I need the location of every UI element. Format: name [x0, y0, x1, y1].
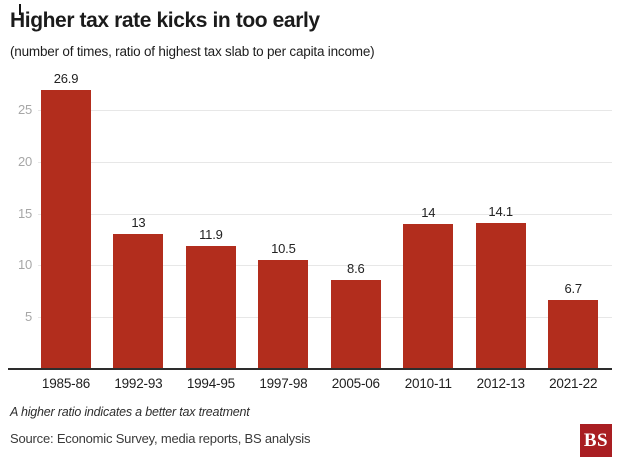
bar-value-label: 6.7 — [564, 280, 582, 296]
bar-value-label: 13 — [131, 215, 146, 231]
x-axis-category-label: 2012-13 — [476, 376, 525, 391]
x-axis-category-label: 1992-93 — [114, 376, 163, 391]
bar — [330, 279, 381, 369]
bar — [41, 90, 91, 369]
gridline — [38, 317, 612, 319]
bar-value-label: 11.9 — [199, 226, 223, 242]
bs-logo-text: BS — [583, 429, 609, 451]
bar-value-label: 10.5 — [271, 241, 296, 257]
bar — [548, 299, 599, 369]
x-axis-category-label: 1994-95 — [186, 376, 235, 391]
x-axis-line — [8, 368, 612, 370]
bar-value-label: 14.1 — [488, 203, 513, 219]
bar — [258, 260, 309, 369]
chart-title: Higher tax rate kicks in too early — [10, 9, 320, 32]
x-axis-category-label: 1997-98 — [259, 376, 308, 391]
bar-value-label: 14 — [421, 204, 436, 220]
y-axis-tick-label: 15 — [17, 205, 32, 221]
gridline — [38, 213, 612, 215]
x-axis-category-label: 1985-86 — [41, 376, 91, 391]
y-axis-tick-label: 5 — [24, 309, 32, 325]
bar — [403, 223, 454, 369]
bar-value-label: 8.6 — [347, 260, 365, 276]
y-axis-tick-label: 20 — [17, 153, 32, 169]
bar — [475, 222, 526, 369]
bar — [113, 234, 164, 369]
bar-value-label: 26.9 — [53, 71, 79, 86]
crop-artifact-mark — [19, 4, 21, 15]
chart-source: Source: Economic Survey, media reports, … — [10, 431, 311, 446]
gridline — [38, 265, 612, 267]
chart-subtitle: (number of times, ratio of highest tax s… — [10, 44, 375, 59]
x-axis-category-label: 2021-22 — [549, 376, 598, 391]
gridline — [38, 161, 612, 163]
x-axis-category-label: 2005-06 — [331, 376, 380, 391]
gridline — [38, 109, 612, 111]
bs-logo: BS — [580, 424, 612, 457]
y-axis-tick-label: 25 — [17, 101, 32, 117]
y-axis-tick-label: 10 — [17, 257, 32, 273]
bar — [185, 245, 236, 369]
x-axis-category-label: 2010-11 — [404, 376, 452, 391]
chart-footnote: A higher ratio indicates a better tax tr… — [10, 405, 250, 419]
